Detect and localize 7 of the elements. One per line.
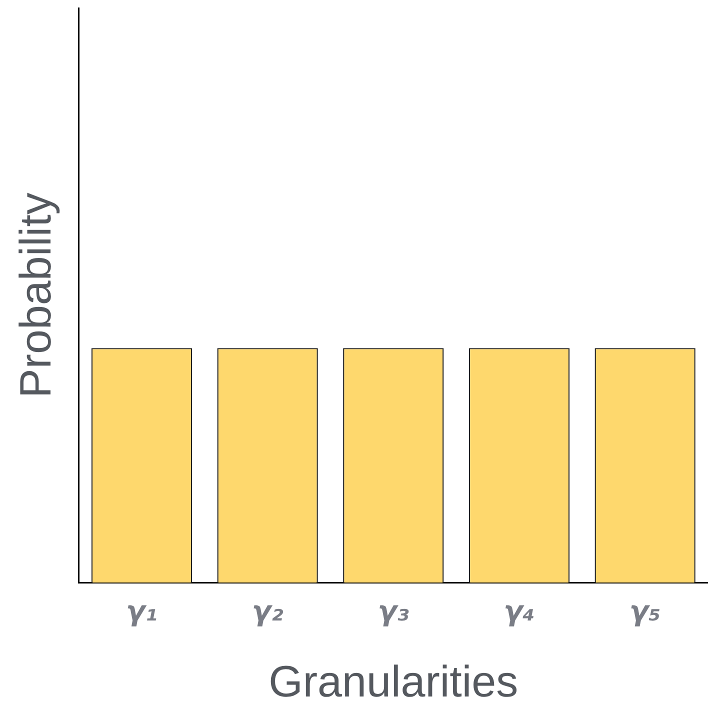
x-tick-label: γ₃ [378,594,410,628]
x-tick-label: γ₁ [126,594,158,628]
y-axis-title: Probability [12,192,61,398]
x-tick-label: γ₅ [629,594,661,628]
x-tick-label: γ₂ [252,594,284,628]
x-tick-label: γ₄ [504,594,535,628]
x-axis-title: Granularities [268,658,518,707]
